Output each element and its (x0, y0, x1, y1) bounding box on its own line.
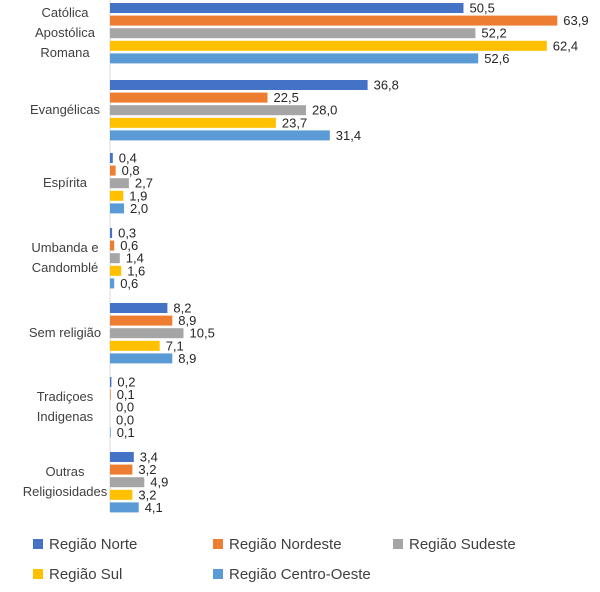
legend-swatch-regiao-nordeste (213, 539, 223, 549)
category-label-catolica-apostolica-romana-line-3: Romana (40, 45, 90, 60)
bar-umbanda-e-candomble-regiao-centro-oeste (110, 278, 115, 289)
value-label-tradicoes-indigenas-regiao-sudeste: 0,0 (116, 400, 134, 415)
legend-swatch-regiao-sudeste (393, 539, 403, 549)
legend-label-regiao-norte: Região Norte (49, 536, 137, 553)
value-label-evangelicas-regiao-nordeste: 22,5 (274, 90, 299, 105)
bar-umbanda-e-candomble-regiao-norte (110, 228, 113, 238)
bar-catolica-apostolica-romana-regiao-sul (110, 40, 547, 51)
value-label-espirita-regiao-sul: 1,9 (129, 188, 147, 203)
bar-sem-religiao-regiao-sudeste (110, 328, 184, 339)
bars-layer (110, 3, 558, 513)
bar-espirita-regiao-sul (110, 190, 124, 201)
value-label-sem-religiao-regiao-sudeste: 10,5 (190, 326, 215, 341)
category-label-umbanda-e-candomble-line-2: Candomblé (32, 260, 99, 275)
value-label-espirita-regiao-centro-oeste: 2,0 (130, 201, 148, 216)
bar-evangelicas-regiao-norte (110, 80, 368, 90)
value-label-umbanda-e-candomble-regiao-sudeste: 1,4 (126, 251, 144, 266)
bar-umbanda-e-candomble-regiao-sul (110, 265, 122, 276)
bar-umbanda-e-candomble-regiao-nordeste (110, 240, 115, 251)
value-label-umbanda-e-candomble-regiao-nordeste: 0,6 (120, 238, 138, 253)
bar-evangelicas-regiao-centro-oeste (110, 130, 330, 141)
bar-outras-religiosidades-regiao-centro-oeste (110, 502, 139, 513)
bar-catolica-apostolica-romana-regiao-centro-oeste (110, 53, 479, 64)
value-label-umbanda-e-candomble-regiao-sul: 1,6 (127, 263, 145, 278)
value-label-outras-religiosidades-regiao-norte: 3,4 (140, 450, 158, 465)
value-label-tradicoes-indigenas-regiao-nordeste: 0,1 (117, 387, 135, 402)
value-label-umbanda-e-candomble-regiao-centro-oeste: 0,6 (120, 276, 138, 291)
value-label-evangelicas-regiao-centro-oeste: 31,4 (336, 128, 361, 143)
bar-tradicoes-indigenas-regiao-nordeste (110, 389, 111, 400)
value-label-evangelicas-regiao-sul: 23,7 (282, 115, 307, 130)
bar-evangelicas-regiao-sudeste (110, 105, 306, 116)
bar-sem-religiao-regiao-centro-oeste (110, 353, 173, 364)
value-label-sem-religiao-regiao-norte: 8,2 (173, 301, 191, 316)
value-label-espirita-regiao-norte: 0,4 (119, 151, 137, 166)
bar-tradicoes-indigenas-regiao-norte (110, 377, 112, 387)
value-labels-layer: 50,5 63,9 52,2 62,4 52,6 36,8 22,5 28,0 23,7 31,4… (116, 1, 589, 515)
value-label-catolica-apostolica-romana-regiao-sul: 62,4 (553, 38, 578, 53)
value-label-tradicoes-indigenas-regiao-norte: 0,2 (117, 375, 135, 390)
value-label-evangelicas-regiao-sudeste: 28,0 (312, 103, 337, 118)
legend-label-regiao-sul: Região Sul (49, 566, 122, 583)
bar-espirita-regiao-sudeste (110, 178, 129, 189)
value-label-outras-religiosidades-regiao-centro-oeste: 4,1 (145, 500, 163, 515)
category-label-tradicoes-indigenas-line-2: Indigenas (37, 409, 94, 424)
value-label-outras-religiosidades-regiao-nordeste: 3,2 (138, 462, 156, 477)
bar-espirita-regiao-centro-oeste (110, 203, 124, 214)
value-label-umbanda-e-candomble-regiao-norte: 0,3 (118, 226, 136, 241)
bar-umbanda-e-candomble-regiao-sudeste (110, 253, 120, 264)
legend: Região Norte Região Nordeste Região Sudest… (33, 536, 516, 583)
value-label-catolica-apostolica-romana-regiao-norte: 50,5 (470, 1, 495, 16)
category-label-sem-religiao-line-1: Sem religião (29, 325, 101, 340)
category-label-evangelicas-line-1: Evangélicas (30, 102, 101, 117)
value-label-espirita-regiao-sudeste: 2,7 (135, 176, 153, 191)
legend-swatch-regiao-sul (33, 569, 43, 579)
bar-outras-religiosidades-regiao-norte (110, 452, 134, 462)
bar-outras-religiosidades-regiao-sul (110, 489, 133, 500)
bar-sem-religiao-regiao-sul (110, 340, 160, 351)
category-label-outras-religiosidades-line-2: Religiosidades (23, 484, 108, 499)
category-label-espirita-line-1: Espírita (43, 175, 88, 190)
bar-tradicoes-indigenas-regiao-centro-oeste (110, 427, 111, 438)
bar-espirita-regiao-nordeste (110, 165, 116, 176)
category-label-tradicoes-indigenas-line-1: Tradiçoes (37, 389, 94, 404)
value-label-outras-religiosidades-regiao-sudeste: 4,9 (150, 475, 168, 490)
value-label-catolica-apostolica-romana-regiao-nordeste: 63,9 (563, 13, 588, 28)
bar-outras-religiosidades-regiao-sudeste (110, 477, 145, 488)
bar-catolica-apostolica-romana-regiao-norte (110, 3, 464, 13)
bar-espirita-regiao-norte (110, 153, 113, 163)
value-label-sem-religiao-regiao-sul: 7,1 (166, 338, 184, 353)
category-label-outras-religiosidades-line-1: Outras (45, 464, 85, 479)
value-label-catolica-apostolica-romana-regiao-sudeste: 52,2 (481, 26, 506, 41)
bar-catolica-apostolica-romana-regiao-sudeste (110, 28, 476, 39)
legend-swatch-regiao-norte (33, 539, 43, 549)
value-label-espirita-regiao-nordeste: 0,8 (122, 163, 140, 178)
bar-sem-religiao-regiao-nordeste (110, 315, 173, 326)
value-label-tradicoes-indigenas-regiao-sul: 0,0 (116, 412, 134, 427)
bar-evangelicas-regiao-sul (110, 117, 276, 128)
category-label-umbanda-e-candomble-line-1: Umbanda e (31, 240, 98, 255)
category-label-catolica-apostolica-romana-line-2: Apostólica (35, 25, 96, 40)
value-label-sem-religiao-regiao-nordeste: 8,9 (178, 313, 196, 328)
value-label-tradicoes-indigenas-regiao-centro-oeste: 0,1 (117, 425, 135, 440)
category-labels: Católica Apostólica Romana Evangélicas Espír… (23, 5, 108, 499)
legend-label-regiao-sudeste: Região Sudeste (409, 536, 516, 553)
legend-label-regiao-centro-oeste: Região Centro-Oeste (229, 566, 371, 583)
bar-sem-religiao-regiao-norte (110, 303, 168, 313)
value-label-catolica-apostolica-romana-regiao-centro-oeste: 52,6 (484, 51, 509, 66)
legend-swatch-regiao-centro-oeste (213, 569, 223, 579)
value-label-evangelicas-regiao-norte: 36,8 (374, 78, 399, 93)
bar-catolica-apostolica-romana-regiao-nordeste (110, 15, 558, 26)
bar-evangelicas-regiao-nordeste (110, 92, 268, 103)
value-label-outras-religiosidades-regiao-sul: 3,2 (138, 487, 156, 502)
legend-label-regiao-nordeste: Região Nordeste (229, 536, 342, 553)
category-label-catolica-apostolica-romana-line-1: Católica (42, 5, 90, 20)
value-label-sem-religiao-regiao-centro-oeste: 8,9 (178, 351, 196, 366)
bar-outras-religiosidades-regiao-nordeste (110, 464, 133, 475)
